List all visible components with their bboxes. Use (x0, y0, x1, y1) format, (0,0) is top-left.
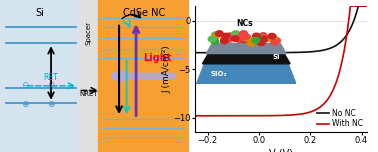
Text: RET: RET (43, 73, 59, 82)
No NC (322, 49, 327, 51)
No NC (307, 51, 312, 53)
With NC (192, 115, 197, 117)
Text: ⊖: ⊖ (21, 81, 28, 90)
No NC (192, 52, 197, 54)
No NC (223, 52, 228, 54)
No NC (270, 52, 275, 54)
Line: With NC: With NC (195, 6, 367, 116)
Text: Si: Si (35, 8, 44, 18)
Text: ⊕: ⊕ (47, 100, 55, 109)
Text: ⊕: ⊕ (21, 100, 28, 109)
Line: No NC: No NC (195, 6, 367, 53)
Y-axis label: J (mA/cm²): J (mA/cm²) (163, 45, 172, 93)
Bar (98, 0, 189, 152)
With NC (294, 114, 298, 116)
X-axis label: V (V): V (V) (269, 148, 293, 152)
With NC (307, 111, 312, 113)
Text: CdSe NC: CdSe NC (122, 8, 165, 18)
With NC (237, 115, 241, 117)
Legend: No NC, With NC: No NC, With NC (317, 109, 363, 128)
Text: ⊖: ⊖ (47, 81, 55, 90)
Bar (79, 0, 98, 152)
With NC (364, 5, 369, 7)
No NC (237, 52, 241, 54)
With NC (270, 115, 275, 117)
No NC (356, 5, 361, 7)
With NC (348, 5, 353, 7)
With NC (223, 115, 228, 117)
Text: Spacer: Spacer (86, 21, 92, 45)
Text: Light: Light (143, 53, 171, 63)
Text: NRET: NRET (79, 91, 98, 97)
With NC (322, 103, 327, 104)
No NC (294, 52, 298, 53)
Bar (0, 0, 79, 152)
No NC (364, 5, 369, 7)
